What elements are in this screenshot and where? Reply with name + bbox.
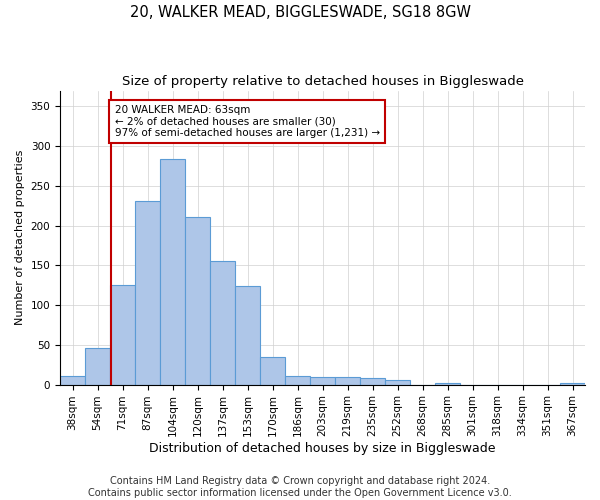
Bar xyxy=(185,217,210,384)
Bar xyxy=(110,286,135,384)
Bar xyxy=(360,378,385,384)
Bar xyxy=(385,380,410,384)
Text: Contains HM Land Registry data © Crown copyright and database right 2024.
Contai: Contains HM Land Registry data © Crown c… xyxy=(88,476,512,498)
Y-axis label: Number of detached properties: Number of detached properties xyxy=(15,150,25,326)
Bar xyxy=(135,201,160,384)
Bar xyxy=(260,357,285,384)
Text: 20, WALKER MEAD, BIGGLESWADE, SG18 8GW: 20, WALKER MEAD, BIGGLESWADE, SG18 8GW xyxy=(130,5,470,20)
Bar xyxy=(285,376,310,384)
Bar xyxy=(310,376,335,384)
Bar xyxy=(235,286,260,384)
Bar xyxy=(60,376,85,384)
Bar xyxy=(85,348,110,385)
Bar xyxy=(335,376,360,384)
Text: 20 WALKER MEAD: 63sqm
← 2% of detached houses are smaller (30)
97% of semi-detac: 20 WALKER MEAD: 63sqm ← 2% of detached h… xyxy=(115,105,380,138)
Bar xyxy=(210,262,235,384)
Bar xyxy=(435,383,460,384)
Title: Size of property relative to detached houses in Biggleswade: Size of property relative to detached ho… xyxy=(122,75,524,88)
X-axis label: Distribution of detached houses by size in Biggleswade: Distribution of detached houses by size … xyxy=(149,442,496,455)
Bar xyxy=(560,383,585,384)
Bar xyxy=(160,159,185,384)
